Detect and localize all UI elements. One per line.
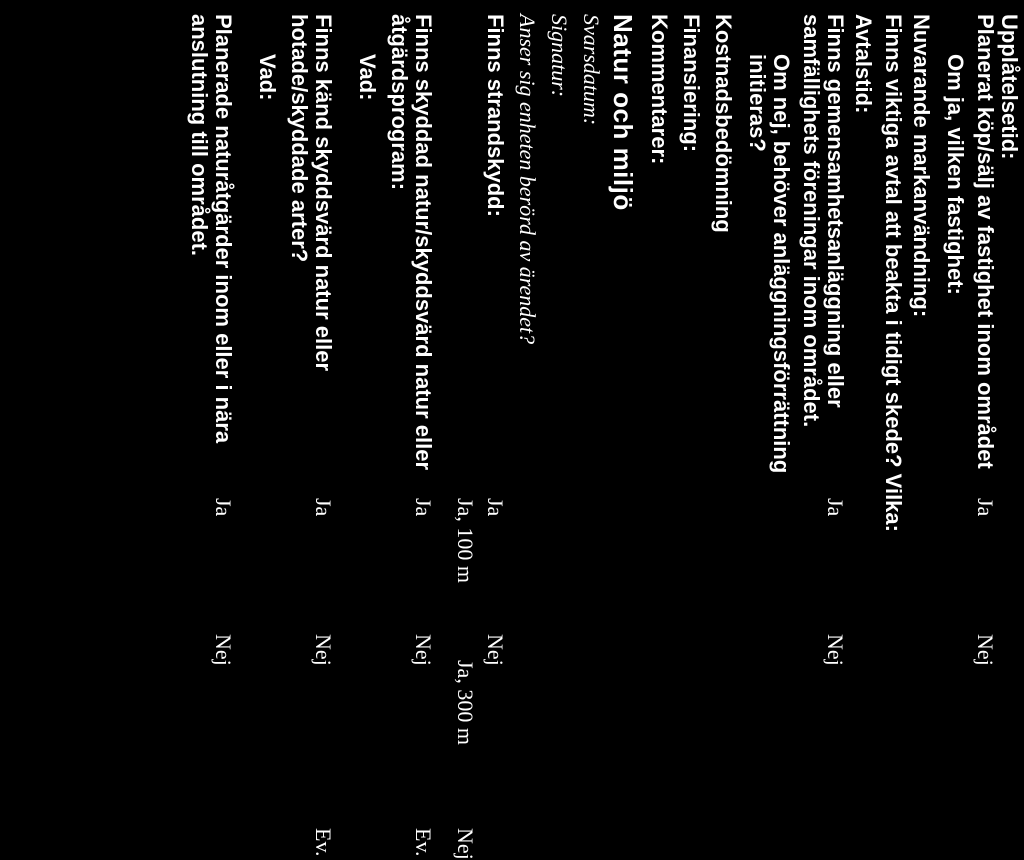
label-avtalstid: Avtalstid: (850, 14, 876, 113)
form-page: Upplåtelsetid: Planerat köp/sälj av fast… (0, 0, 1024, 860)
option-ja[interactable]: Ja (972, 498, 998, 516)
option-ev[interactable]: Ev. (310, 828, 336, 857)
label-kostnadsbedomning: Kostnadsbedömning (710, 14, 736, 233)
option-ja[interactable]: Ja (482, 498, 508, 516)
heading-natur-och-miljo: Natur och miljö (607, 14, 638, 211)
label-om-nej-l1: Om nej, behöver anläggningsförrättning (768, 54, 794, 473)
label-viktiga-avtal: Finns viktiga avtal att beakta i tidigt … (880, 14, 906, 532)
option-ja-300m[interactable]: Ja, 300 m (452, 660, 478, 745)
label-gemensam-l2: samfällighets föreningar inom området. (798, 14, 824, 427)
label-om-ja-fastighet: Om ja, vilken fastighet: (942, 54, 968, 295)
label-strandskydd: Finns strandskydd: (482, 14, 508, 217)
label-upplatelsetid: Upplåtelsetid: (996, 14, 1022, 159)
label-kommentarer: Kommentarer: (646, 14, 672, 164)
label-svarsdatum: Svarsdatum: (578, 14, 604, 125)
label-planerade-naturatgarder-l1: Planerade naturåtgärder inom eller i när… (210, 14, 236, 443)
label-vad-2: Vad: (254, 54, 280, 100)
option-ja[interactable]: Ja (210, 498, 236, 516)
option-ja[interactable]: Ja (310, 498, 336, 516)
option-ev[interactable]: Ev. (410, 828, 436, 857)
option-nej[interactable]: Nej (972, 634, 998, 666)
option-ja-100m[interactable]: Ja, 100 m (452, 498, 478, 583)
label-om-nej-l2: initieras? (744, 54, 770, 152)
label-vad-1: Vad: (354, 54, 380, 100)
label-skyddad-natur-l2: åtgärdsprogram: (386, 14, 412, 190)
label-anser-berord: Anser sig enheten berörd av ärendet? (514, 14, 540, 344)
option-nej[interactable]: Nej (410, 634, 436, 666)
option-nej[interactable]: Nej (310, 634, 336, 666)
option-nej[interactable]: Nej (822, 634, 848, 666)
option-nej[interactable]: Nej (452, 828, 478, 860)
label-gemensam-l1: Finns gemensamhetsanläggning eller (822, 14, 848, 408)
option-nej[interactable]: Nej (210, 634, 236, 666)
label-finansiering: Finansiering: (678, 14, 704, 152)
option-ja[interactable]: Ja (822, 498, 848, 516)
label-nuvarande-mark: Nuvarande markanvändning: (908, 14, 934, 317)
label-kand-skyddsvard-l1: Finns känd skyddsvärd natur eller (310, 14, 336, 371)
label-planerade-naturatgarder-l2: anslutning till området. (186, 14, 212, 256)
option-ja[interactable]: Ja (410, 498, 436, 516)
label-signatur: Signatur: (546, 14, 572, 97)
label-kand-skyddsvard-l2: hotade/skyddade arter? (286, 14, 312, 262)
label-skyddad-natur-l1: Finns skyddad natur/skyddsvärd natur ell… (410, 14, 436, 470)
label-planerat-kop-salj: Planerat köp/sälj av fastighet inom områ… (972, 14, 998, 469)
option-nej[interactable]: Nej (482, 634, 508, 666)
